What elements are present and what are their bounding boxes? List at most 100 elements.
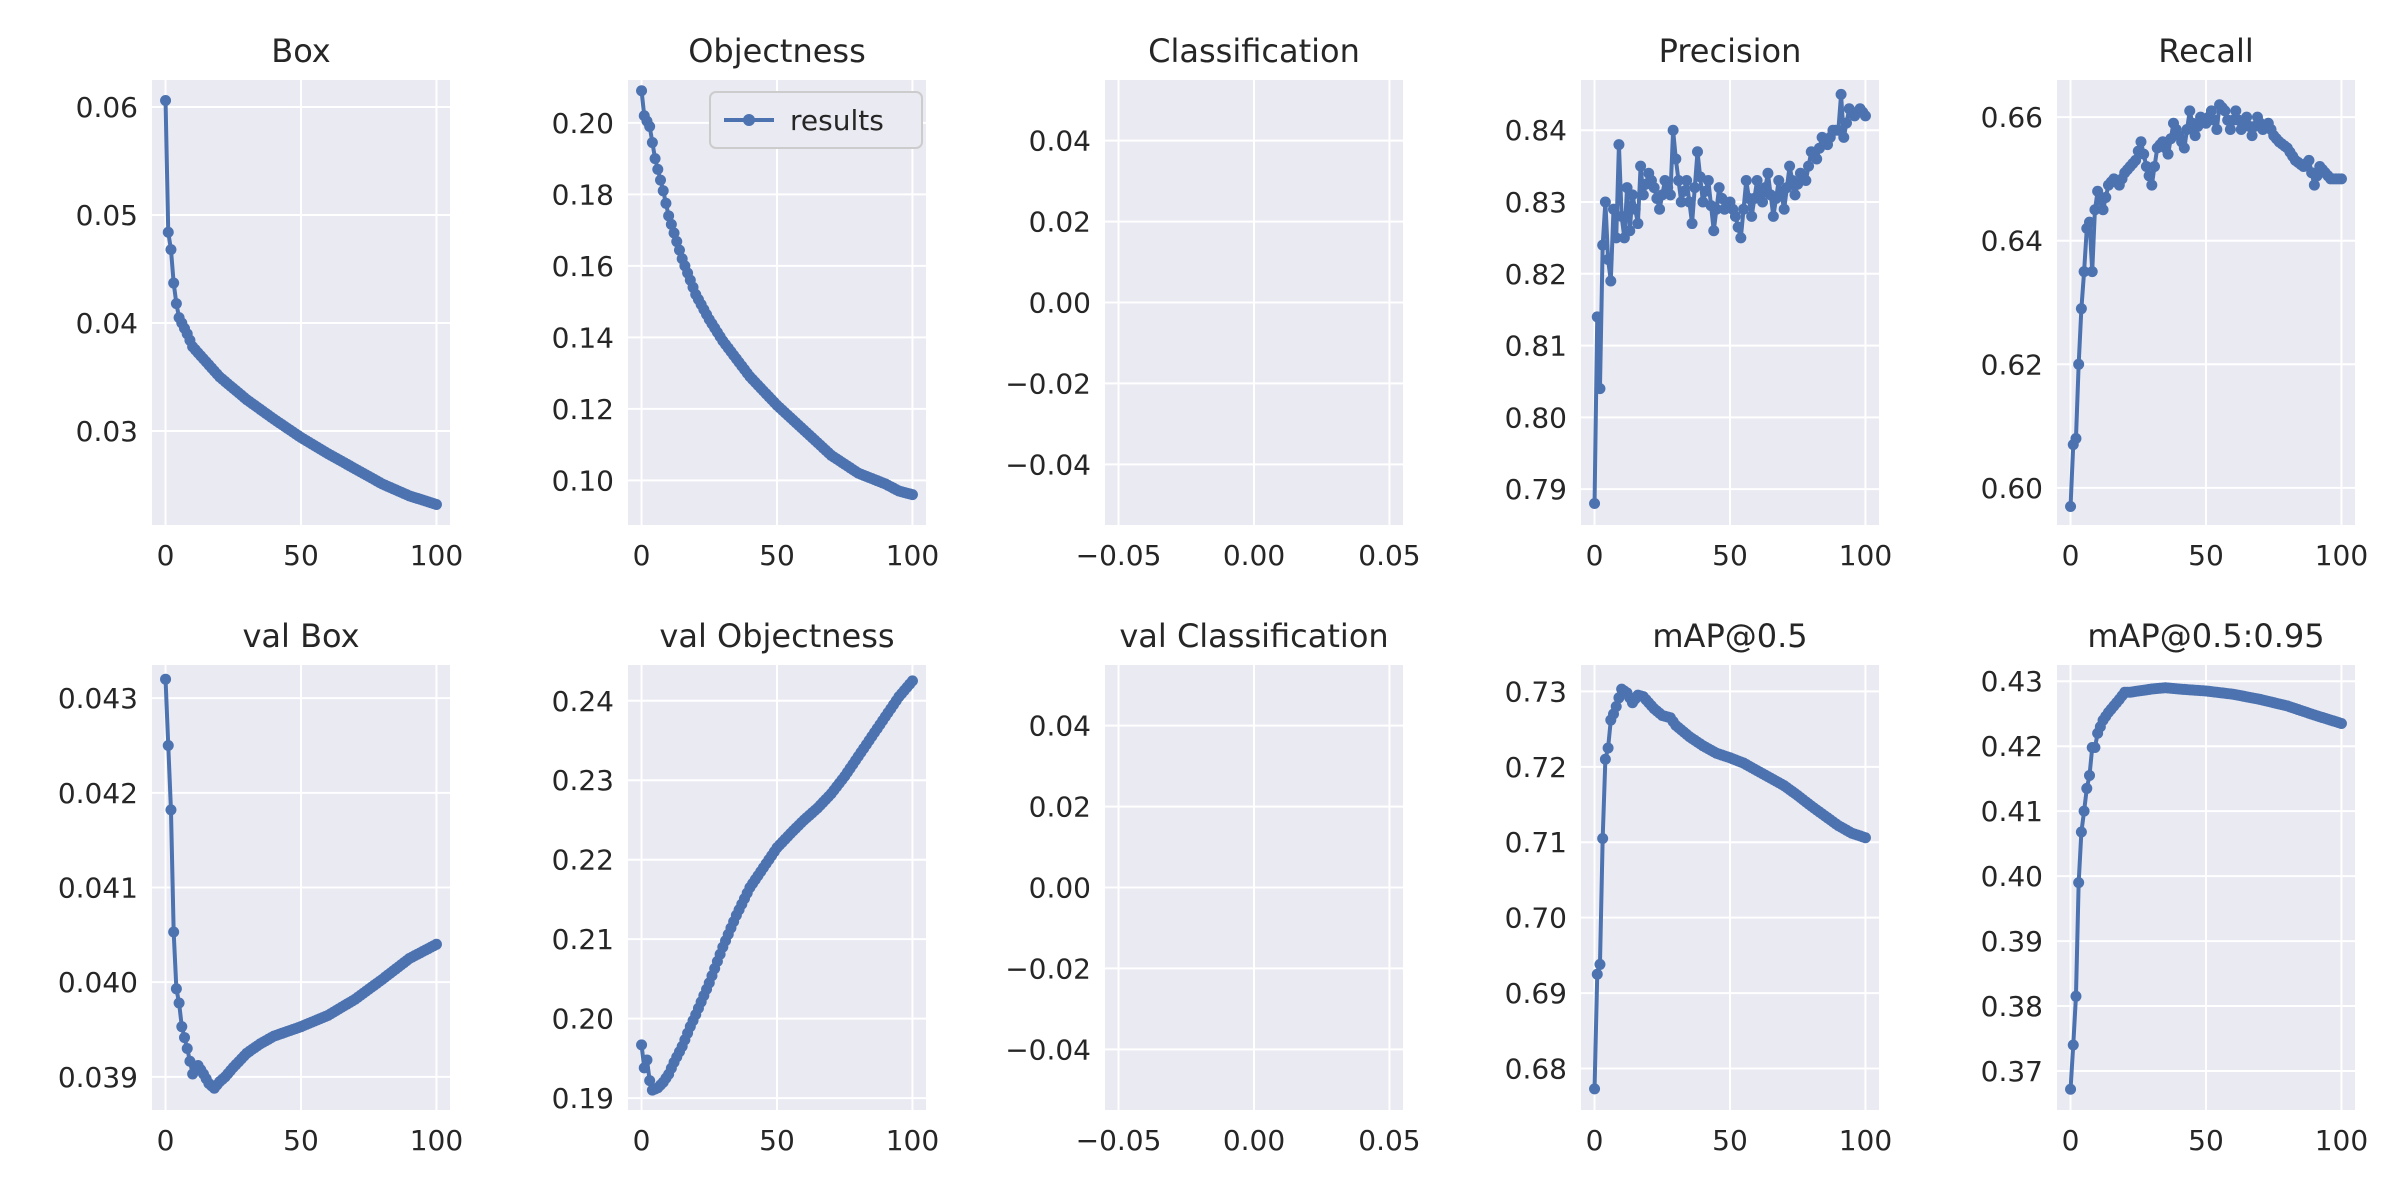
val-box-x-tick-label: 0 (157, 1124, 175, 1157)
recall-data-point (2135, 136, 2146, 147)
val-box-x-tick-label: 100 (410, 1124, 463, 1157)
val-box-data-point (168, 927, 179, 938)
recall-data-point (2190, 130, 2201, 141)
recall-data-point (2076, 303, 2087, 314)
objectness-y-tick-label: 0.18 (552, 178, 614, 211)
recall-y-tick-label: 0.66 (1981, 101, 2043, 134)
precision-data-point (1779, 204, 1790, 215)
map-0-5-0-95-y-tick-label: 0.40 (1981, 860, 2043, 893)
val-box-data-point (431, 939, 442, 950)
recall-data-point (2209, 115, 2220, 126)
precision-x-tick-label: 50 (1712, 539, 1748, 572)
val-objectness-y-tick-label: 0.23 (552, 764, 614, 797)
precision-data-point (1616, 211, 1627, 222)
chart-val-objectness: 0 50 1000.190.200.210.220.230.24val Object… (552, 617, 940, 1157)
val-objectness-data-point (636, 1039, 647, 1050)
precision-title: Precision (1659, 32, 1802, 70)
objectness-data-point (636, 85, 647, 96)
objectness-y-tick-label: 0.16 (552, 250, 614, 283)
map-0-5-0-95-y-tick-label: 0.41 (1981, 795, 2043, 828)
map-0-5-y-tick-label: 0.68 (1505, 1053, 1567, 1086)
classification-y-tick-label: −0.04 (1005, 448, 1091, 481)
map-0-5-0-95-data-point (2089, 742, 2100, 753)
objectness-data-point (660, 198, 671, 209)
val-box-x-tick-label: 50 (283, 1124, 319, 1157)
precision-data-point (1700, 186, 1711, 197)
precision-data-point (1632, 218, 1643, 229)
recall-x-tick-label: 50 (2188, 539, 2224, 572)
box-data-point (160, 95, 171, 106)
chart-val-box: 0 50 1000.0390.0400.0410.0420.043val Box (58, 617, 463, 1157)
recall-data-point (2241, 112, 2252, 123)
recall-data-point (2087, 266, 2098, 277)
precision-data-point (1746, 211, 1757, 222)
recall-data-point (2100, 192, 2111, 203)
precision-data-point (1708, 225, 1719, 236)
box-data-point (163, 227, 174, 238)
box-x-tick-label: 0 (157, 539, 175, 572)
precision-data-point (1630, 204, 1641, 215)
val-objectness-x-tick-label: 100 (886, 1124, 939, 1157)
recall-data-point (2303, 155, 2314, 166)
val-box-y-tick-label: 0.041 (58, 872, 138, 905)
map-0-5-x-tick-label: 50 (1712, 1124, 1748, 1157)
recall-data-point (2179, 142, 2190, 153)
val-box-title: val Box (242, 617, 359, 655)
map-0-5-0-95-x-tick-label: 100 (2315, 1124, 2368, 1157)
precision-data-point (1741, 175, 1752, 186)
classification-y-tick-label: −0.02 (1005, 367, 1091, 400)
objectness-y-tick-label: 0.12 (552, 393, 614, 426)
objectness-x-tick-label: 0 (633, 539, 651, 572)
box-x-tick-label: 100 (410, 539, 463, 572)
objectness-title: Objectness (688, 32, 866, 70)
map-0-5-0-95-data-point (2336, 718, 2347, 729)
map-0-5-0-95-y-tick-label: 0.38 (1981, 990, 2043, 1023)
objectness-legend: results (710, 92, 922, 148)
map-0-5-0-95-y-tick-label: 0.39 (1981, 925, 2043, 958)
map-0-5-0-95-data-point (2081, 783, 2092, 794)
map-0-5-0-95-data-point (2076, 826, 2087, 837)
classification-y-tick-label: 0.00 (1029, 287, 1091, 320)
precision-data-point (1654, 204, 1665, 215)
box-y-tick-label: 0.03 (76, 415, 138, 448)
objectness-data-point (907, 489, 918, 500)
objectness-y-tick-label: 0.20 (552, 107, 614, 140)
objectness-data-point (650, 153, 661, 164)
recall-data-point (2144, 170, 2155, 181)
precision-data-point (1670, 153, 1681, 164)
objectness-x-tick-label: 50 (759, 539, 795, 572)
map-0-5-0-95-data-point (2084, 770, 2095, 781)
precision-data-point (1768, 211, 1779, 222)
objectness-data-point (658, 185, 669, 196)
val-classification-x-tick-label: 0.05 (1358, 1124, 1420, 1157)
box-data-point (431, 499, 442, 510)
recall-y-tick-label: 0.64 (1981, 225, 2043, 258)
precision-data-point (1665, 189, 1676, 200)
recall-title: Recall (2158, 32, 2253, 70)
recall-data-point (2138, 149, 2149, 160)
val-box-data-point (182, 1043, 193, 1054)
map-0-5-0-95-x-tick-label: 50 (2188, 1124, 2224, 1157)
precision-data-point (1668, 125, 1679, 136)
box-y-tick-label: 0.06 (76, 91, 138, 124)
map-0-5-data-point (1600, 754, 1611, 765)
precision-data-point (1811, 153, 1822, 164)
chart-classification: −0.05 0.00 0.05−0.04−0.020.000.020.04Class… (1005, 32, 1420, 572)
map-0-5-data-point (1597, 833, 1608, 844)
precision-data-point (1605, 275, 1616, 286)
val-box-data-point (174, 998, 185, 1009)
classification-x-tick-label: 0.05 (1358, 539, 1420, 572)
precision-data-point (1613, 139, 1624, 150)
recall-x-tick-label: 100 (2315, 539, 2368, 572)
map-0-5-0-95-title: mAP@0.5:0.95 (2087, 617, 2324, 655)
recall-data-point (2230, 105, 2241, 116)
map-0-5-data-point (1603, 742, 1614, 753)
box-x-tick-label: 50 (283, 539, 319, 572)
recall-data-point (2247, 130, 2258, 141)
precision-data-point (1678, 186, 1689, 197)
map-0-5-0-95-data-point (2068, 1040, 2079, 1051)
map-0-5-0-95-y-tick-label: 0.42 (1981, 730, 2043, 763)
map-0-5-data-point (1594, 959, 1605, 970)
val-classification-y-tick-label: −0.02 (1005, 952, 1091, 985)
